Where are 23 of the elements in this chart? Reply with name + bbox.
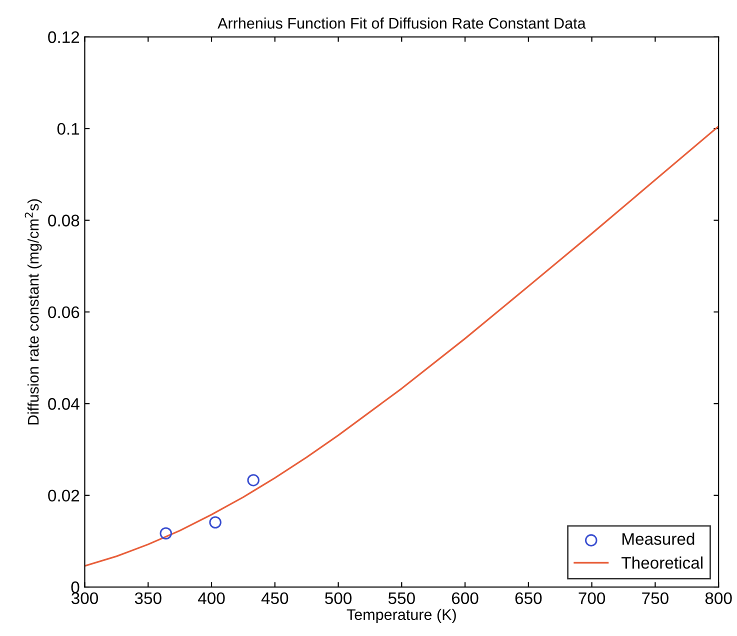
y-tick-label: 0.06 [48,306,80,318]
chart-title: Arrhenius Function Fit of Diffusion Rate Constant Data [218,17,586,29]
x-tick-label: 600 [452,592,478,604]
legend-label: Measured [622,532,694,545]
x-tick-label: 500 [325,592,352,604]
x-tick-label: 700 [578,592,606,604]
x-tick-label: 650 [515,592,542,604]
y-tick-label: 0.02 [48,490,80,502]
x-tick-label: 800 [705,592,732,604]
y-axis-title: Diffusion rate constant (mg/cm$^{2}$s) [24,199,42,424]
y-tick-label: 0.1 [57,122,80,135]
x-tick-label: 300 [71,592,98,604]
x-tick-label: 750 [642,592,668,604]
x-axis-title: Temperature (K) [346,608,456,624]
x-tick-label: 450 [261,592,288,604]
x-tick-label: 550 [388,592,415,604]
x-tick-label: 400 [198,592,225,604]
y-tick-label: 0.08 [48,214,80,226]
y-tick-label: 0 [71,581,80,594]
x-tick-label: 350 [134,592,162,604]
legend-label: Theoretical [622,556,702,569]
y-tick-label: 0.12 [48,31,80,44]
y-tick-label: 0.04 [48,398,80,410]
